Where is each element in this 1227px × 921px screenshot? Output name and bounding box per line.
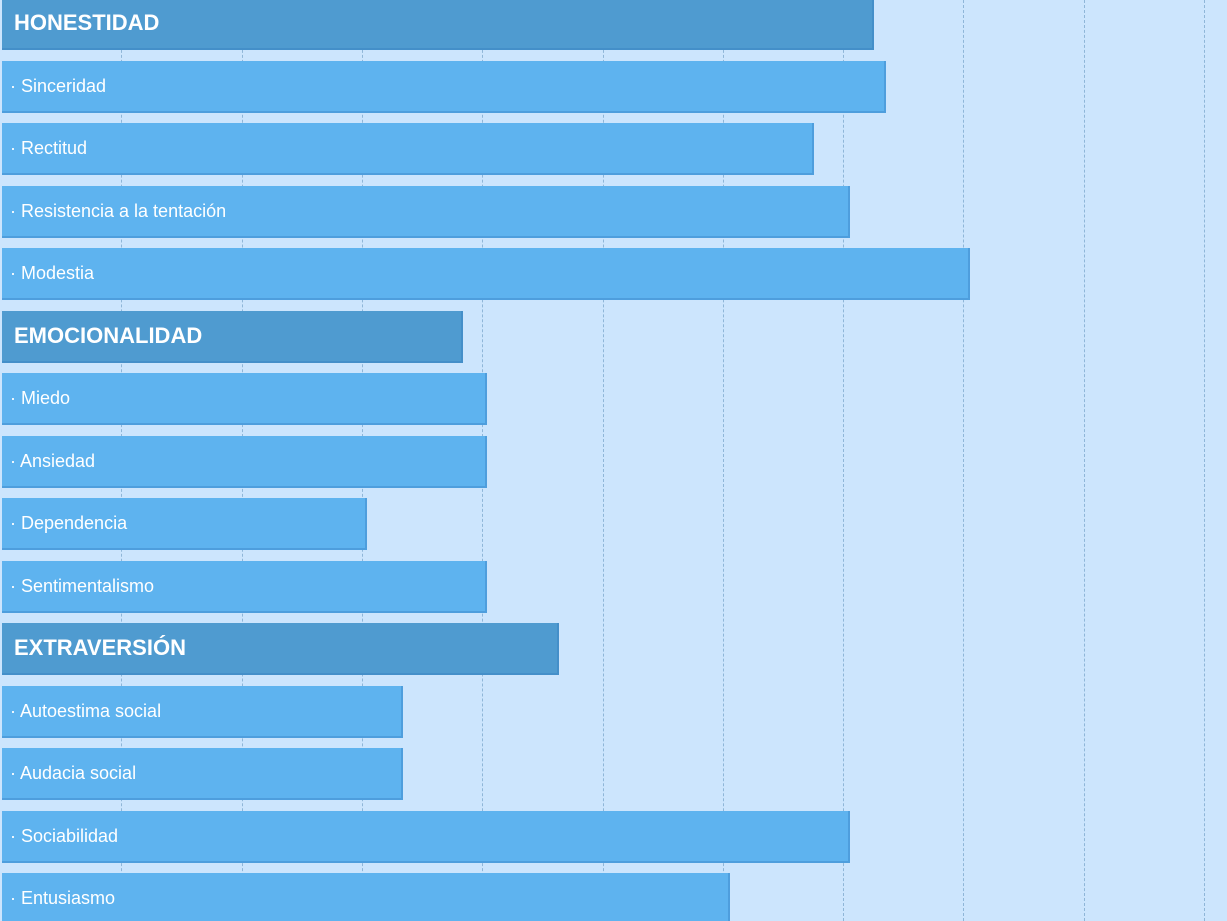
gridline <box>1204 0 1205 921</box>
facet-bar: · Dependencia <box>2 498 367 550</box>
bar-label: · Entusiasmo <box>10 887 116 908</box>
bar-label: HONESTIDAD <box>14 10 160 35</box>
facet-bar: · Ansiedad <box>2 436 487 488</box>
bar-label: · Sociabilidad <box>10 825 119 846</box>
bar-label: · Autoestima social <box>10 700 162 721</box>
facet-bar: · Miedo <box>2 373 487 425</box>
bar-label: · Modestia <box>10 262 95 283</box>
facet-bar: · Rectitud <box>2 123 814 175</box>
facet-bar: · Sentimentalismo <box>2 561 487 613</box>
gridline <box>1084 0 1085 921</box>
gridline <box>603 0 604 921</box>
facet-bar: · Entusiasmo <box>2 873 730 921</box>
bar-label: · Rectitud <box>10 137 88 158</box>
bar-label: · Miedo <box>10 387 71 408</box>
gridline <box>843 0 844 921</box>
bar-label: · Ansiedad <box>10 450 96 471</box>
facet-bar: · Modestia <box>2 248 970 300</box>
facet-bar: · Autoestima social <box>2 686 403 738</box>
group-bar: HONESTIDAD <box>2 0 874 50</box>
gridline <box>723 0 724 921</box>
group-bar: EMOCIONALIDAD <box>2 311 463 363</box>
bar-label: EMOCIONALIDAD <box>14 323 203 348</box>
gridline <box>963 0 964 921</box>
facet-bar: · Audacia social <box>2 748 403 800</box>
bar-label: · Sinceridad <box>10 75 107 96</box>
bar-label: EXTRAVERSIÓN <box>14 635 186 660</box>
group-bar: EXTRAVERSIÓN <box>2 623 559 675</box>
facet-bar: · Sociabilidad <box>2 811 850 863</box>
bar-label: · Audacia social <box>10 762 137 783</box>
bar-label: · Dependencia <box>10 512 128 533</box>
facet-bar: · Resistencia a la tentación <box>2 186 850 238</box>
facet-bar: · Sinceridad <box>2 61 886 113</box>
bar-label: · Resistencia a la tentación <box>10 200 227 221</box>
bar-label: · Sentimentalismo <box>10 575 155 596</box>
